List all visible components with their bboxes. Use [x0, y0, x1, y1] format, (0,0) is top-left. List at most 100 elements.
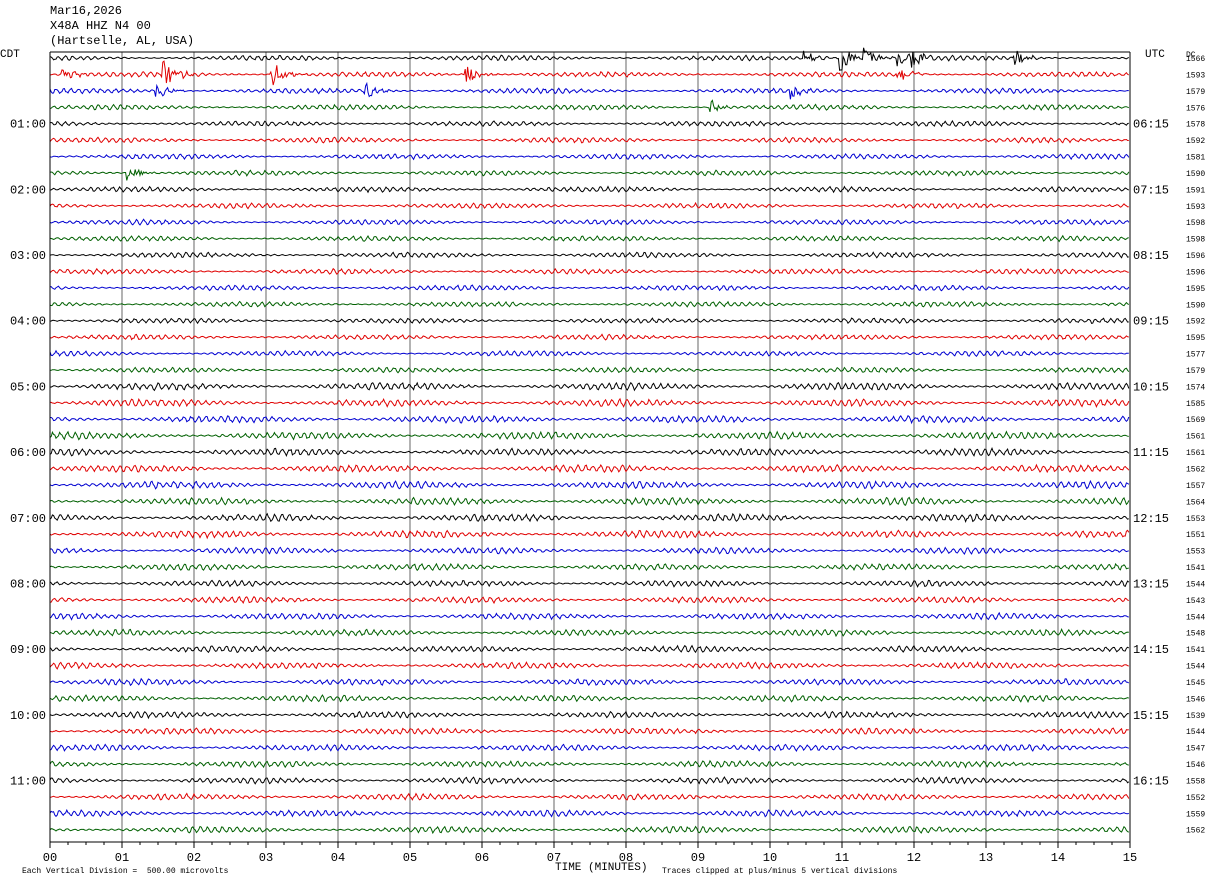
x-axis-title: TIME (MINUTES)	[555, 862, 648, 874]
x-tick-label: 05	[403, 851, 417, 865]
trace-line	[49, 99, 1129, 113]
trace-line	[49, 644, 1130, 654]
x-tick-label: 02	[187, 851, 201, 865]
dc-offset-label: 1558	[1186, 777, 1205, 786]
trace-line	[49, 546, 1129, 555]
dc-offset-label: 1562	[1186, 466, 1205, 475]
header-location: (Hartselle, AL, USA)	[50, 34, 195, 48]
trace-line	[50, 414, 1130, 425]
trace-line	[49, 397, 1130, 409]
x-tick-label: 03	[259, 851, 273, 865]
x-tick-label: 06	[475, 851, 489, 865]
seismogram-traces	[49, 47, 1130, 835]
trace-line	[49, 60, 1130, 86]
dc-offset-label: 1552	[1186, 794, 1205, 803]
x-tick-label: 00	[43, 851, 57, 865]
right-time-label: 12:15	[1133, 512, 1169, 526]
trace-line	[49, 366, 1130, 374]
right-time-label: 14:15	[1133, 643, 1169, 657]
left-time-label: 06:00	[10, 446, 46, 460]
dc-offset-label: 1595	[1186, 334, 1205, 343]
trace-line	[49, 529, 1130, 540]
right-time-label: 15:15	[1133, 709, 1169, 723]
trace-line	[49, 446, 1130, 457]
trace-line	[49, 152, 1130, 161]
clip-note: Traces clipped at plus/minus 5 vertical …	[662, 867, 898, 876]
trace-line	[49, 694, 1129, 704]
trace-line	[49, 727, 1129, 736]
dc-offset-label: 1544	[1186, 663, 1205, 672]
left-time-label: 10:00	[10, 709, 46, 723]
dc-offset-label: 1545	[1186, 679, 1205, 688]
trace-line	[49, 267, 1129, 276]
x-tick-label: 08	[619, 851, 633, 865]
trace-line	[49, 792, 1130, 802]
header-date: Mar16,2026	[50, 4, 123, 18]
dc-offset-label: 1541	[1186, 564, 1205, 573]
dc-offset-label: 1593	[1186, 203, 1205, 212]
x-tick-label: 01	[115, 851, 129, 865]
dc-offset-label: 1539	[1186, 712, 1205, 721]
dc-offset-label: 1547	[1186, 745, 1205, 754]
trace-line	[49, 119, 1129, 128]
dc-offset-label: 1543	[1186, 597, 1205, 606]
x-tick-label: 07	[547, 851, 561, 865]
left-time-label: 11:00	[10, 774, 46, 788]
dc-offset-label: 1595	[1186, 285, 1205, 294]
dc-offset-label: 1598	[1186, 219, 1205, 228]
dc-offset-label: 1596	[1186, 252, 1205, 261]
trace-line	[49, 463, 1130, 474]
dc-offset-label: 1541	[1186, 646, 1205, 655]
trace-line	[49, 218, 1130, 226]
dc-offset-label: 1544	[1186, 728, 1205, 737]
dc-offset-label: 1546	[1186, 695, 1205, 704]
right-time-label: 09:15	[1133, 315, 1169, 329]
right-time-label: 06:15	[1133, 118, 1169, 132]
trace-line	[49, 284, 1130, 292]
trace-line	[49, 479, 1130, 490]
x-tick-label: 13	[979, 851, 993, 865]
dc-offset-label: 1569	[1186, 416, 1205, 425]
trace-line	[49, 512, 1129, 524]
trace-line	[49, 81, 1129, 100]
trace-line	[49, 234, 1129, 243]
x-tick-label: 09	[691, 851, 705, 865]
left-time-label: 05:00	[10, 380, 46, 394]
trace-line	[49, 677, 1130, 687]
dc-offset-label: 1598	[1186, 236, 1205, 245]
header-station: X48A HHZ N4 00	[50, 19, 151, 33]
dc-offset-label: 1592	[1186, 137, 1205, 146]
left-time-label: 09:00	[10, 643, 46, 657]
trace-line	[49, 759, 1129, 769]
trace-line	[49, 660, 1129, 670]
trace-line	[49, 201, 1129, 210]
trace-line	[49, 47, 1130, 71]
trace-line	[49, 562, 1129, 572]
trace-line	[49, 168, 1130, 181]
trace-line	[49, 611, 1129, 621]
right-time-label: 10:15	[1133, 380, 1169, 394]
trace-line	[49, 317, 1129, 325]
trace-line	[50, 595, 1129, 605]
trace-line	[49, 825, 1130, 835]
left-time-label: 04:00	[10, 315, 46, 329]
left-time-label: 03:00	[10, 249, 46, 263]
dc-offset-label: 1585	[1186, 400, 1205, 409]
trace-line	[49, 579, 1130, 588]
minute-gridlines	[121, 52, 1059, 842]
axis-labels: 00 01 02 03 04 05 06 07 08 09 10 11 12 13 14 15 01:00 02:…	[10, 55, 1205, 865]
dc-offset-label: 1562	[1186, 827, 1205, 836]
left-time-label: 08:00	[10, 577, 46, 591]
dc-offset-label: 1561	[1186, 449, 1205, 458]
trace-line	[49, 185, 1130, 194]
dc-offset-label: 1551	[1186, 531, 1205, 540]
dc-offset-label: 1566	[1186, 55, 1205, 64]
x-tick-label: 11	[835, 851, 849, 865]
dc-offset-label: 1579	[1186, 367, 1205, 376]
trace-line	[49, 808, 1129, 818]
dc-offset-label: 1574	[1186, 383, 1205, 392]
dc-offset-label: 1581	[1186, 154, 1205, 163]
x-tick-label: 04	[331, 851, 345, 865]
dc-offset-label: 1544	[1186, 580, 1205, 589]
